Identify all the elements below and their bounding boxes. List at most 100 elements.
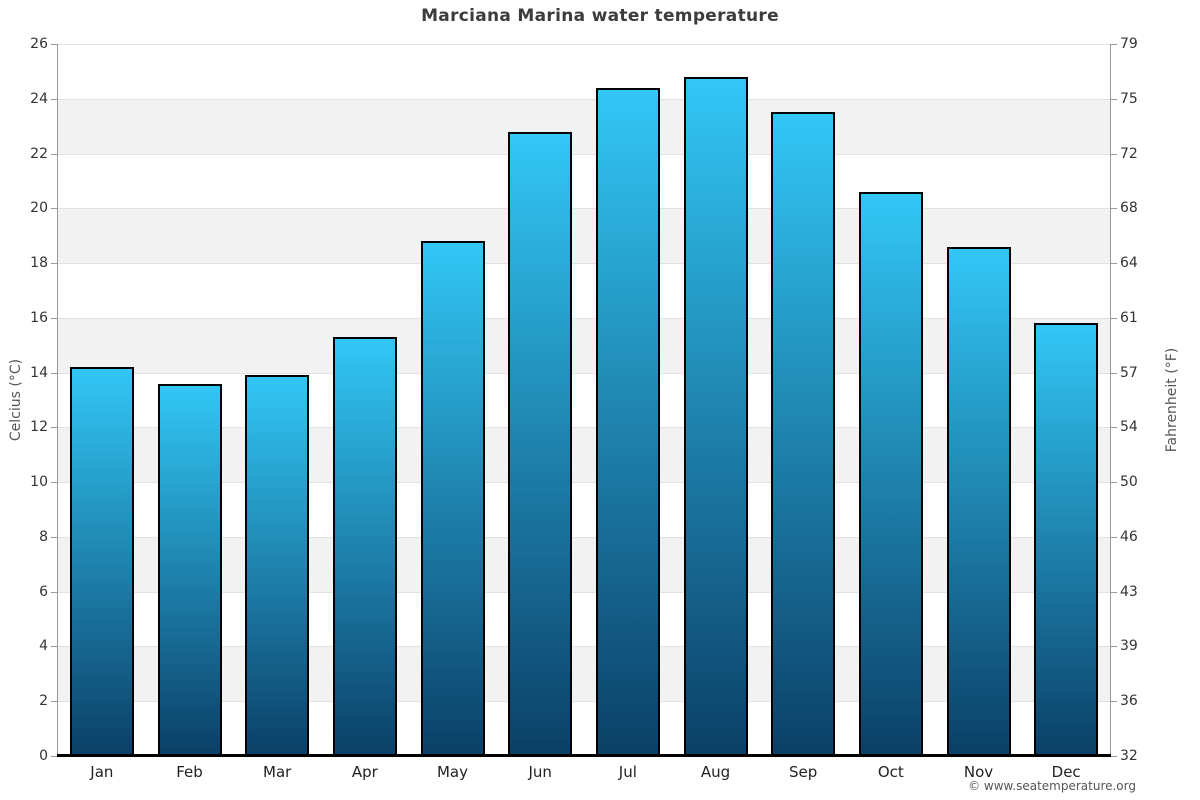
- x-tick-label-apr: Apr: [351, 763, 378, 781]
- y-tick-mark-right: [1111, 756, 1117, 757]
- bar-jan: [69, 367, 134, 756]
- y-tick-label-right: 64: [1120, 255, 1138, 272]
- y-tick-mark-right: [1111, 537, 1117, 538]
- gridline: [58, 208, 1110, 209]
- y-tick-mark-left: [51, 263, 57, 264]
- y-tick-label-left: 2: [39, 693, 48, 710]
- chart-title: Marciana Marina water temperature: [421, 6, 779, 26]
- bar-dec: [1034, 323, 1099, 756]
- plot-band: [58, 646, 1110, 702]
- y-tick-mark-right: [1111, 99, 1117, 100]
- plot-band: [58, 482, 1110, 537]
- bar-apr: [332, 337, 397, 756]
- bar-jun: [508, 131, 573, 756]
- y-tick-mark-left: [51, 427, 57, 428]
- x-tick-label-jul: Jul: [618, 763, 637, 781]
- y-tick-mark-right: [1111, 44, 1117, 45]
- y-tick-mark-right: [1111, 482, 1117, 483]
- plot-area: [58, 44, 1110, 756]
- bar-feb: [157, 383, 222, 756]
- plot-band: [58, 317, 1110, 373]
- y-tick-mark-right: [1111, 592, 1117, 593]
- y-tick-label-right: 68: [1120, 200, 1138, 217]
- y-tick-mark-left: [51, 99, 57, 100]
- x-tick-label-nov: Nov: [963, 763, 994, 781]
- y-tick-label-right: 54: [1120, 419, 1138, 436]
- y-axis-left-spine: [57, 44, 58, 756]
- gridline: [58, 427, 1110, 428]
- x-tick-label-dec: Dec: [1051, 763, 1081, 781]
- y-axis-right-spine: [1110, 44, 1111, 756]
- y-tick-label-left: 24: [30, 90, 48, 107]
- gridline: [58, 537, 1110, 538]
- plot-band: [58, 427, 1110, 483]
- y-tick-mark-left: [51, 208, 57, 209]
- y-tick-mark-left: [51, 318, 57, 319]
- copyright: © www.seatemperature.org: [968, 779, 1136, 793]
- y-tick-mark-left: [51, 646, 57, 647]
- plot-band: [58, 591, 1110, 647]
- x-tick-label-aug: Aug: [700, 763, 731, 781]
- gridline: [58, 44, 1110, 45]
- gridline: [58, 154, 1110, 155]
- x-tick-label-oct: Oct: [877, 763, 904, 781]
- y-tick-label-left: 18: [30, 255, 48, 272]
- x-tick-label-sep: Sep: [789, 763, 818, 781]
- y-tick-label-right: 46: [1120, 528, 1138, 545]
- plot-band: [58, 44, 1110, 99]
- bar-may: [420, 241, 485, 756]
- y-tick-label-left: 10: [30, 474, 48, 491]
- y-tick-label-right: 32: [1120, 748, 1138, 764]
- gridline: [58, 646, 1110, 647]
- y-tick-label-left: 16: [30, 309, 48, 326]
- bar-aug: [683, 76, 748, 756]
- y-tick-mark-right: [1111, 154, 1117, 155]
- y-tick-label-right: 72: [1120, 145, 1138, 162]
- y-tick-label-left: 14: [30, 364, 48, 381]
- y-tick-mark-left: [51, 373, 57, 374]
- y-tick-label-right: 79: [1120, 36, 1138, 52]
- y-tick-label-right: 39: [1120, 638, 1138, 655]
- y-tick-label-right: 75: [1120, 90, 1138, 107]
- y-axis-title-right: Fahrenheit (°F): [1164, 347, 1180, 453]
- y-axis-title-left: Celcius (°C): [8, 358, 24, 442]
- plot-band: [58, 153, 1110, 209]
- x-tick-label-mar: Mar: [263, 763, 292, 781]
- x-tick-label-feb: Feb: [176, 763, 203, 781]
- gridline: [58, 592, 1110, 593]
- y-tick-mark-right: [1111, 208, 1117, 209]
- gridline: [58, 318, 1110, 319]
- x-axis-line: [57, 754, 1111, 757]
- y-tick-label-left: 12: [30, 419, 48, 436]
- y-tick-label-right: 61: [1120, 309, 1138, 326]
- y-tick-mark-right: [1111, 701, 1117, 702]
- y-tick-mark-left: [51, 482, 57, 483]
- y-tick-label-left: 4: [39, 638, 48, 655]
- y-tick-label-left: 20: [30, 200, 48, 217]
- plot-band: [58, 208, 1110, 264]
- bar-oct: [858, 191, 923, 756]
- x-tick-label-may: May: [436, 763, 468, 781]
- y-tick-mark-right: [1111, 263, 1117, 264]
- bar-jul: [595, 87, 660, 756]
- gridline: [58, 263, 1110, 264]
- y-tick-mark-left: [51, 44, 57, 45]
- y-tick-mark-right: [1111, 427, 1117, 428]
- x-tick-label-jun: Jun: [528, 763, 552, 781]
- y-tick-label-right: 43: [1120, 583, 1138, 600]
- y-tick-mark-right: [1111, 318, 1117, 319]
- plot-band: [58, 98, 1110, 154]
- gridline: [58, 701, 1110, 702]
- y-tick-label-left: 6: [39, 583, 48, 600]
- gridline: [58, 373, 1110, 374]
- gridline: [58, 99, 1110, 100]
- gridline: [58, 482, 1110, 483]
- y-tick-label-right: 36: [1120, 693, 1138, 710]
- bar-sep: [771, 112, 836, 756]
- y-tick-mark-right: [1111, 646, 1117, 647]
- plot-band: [58, 372, 1110, 428]
- y-tick-label-left: 26: [30, 36, 48, 52]
- plot-band: [58, 536, 1110, 592]
- bar-nov: [946, 246, 1011, 756]
- y-tick-mark-left: [51, 154, 57, 155]
